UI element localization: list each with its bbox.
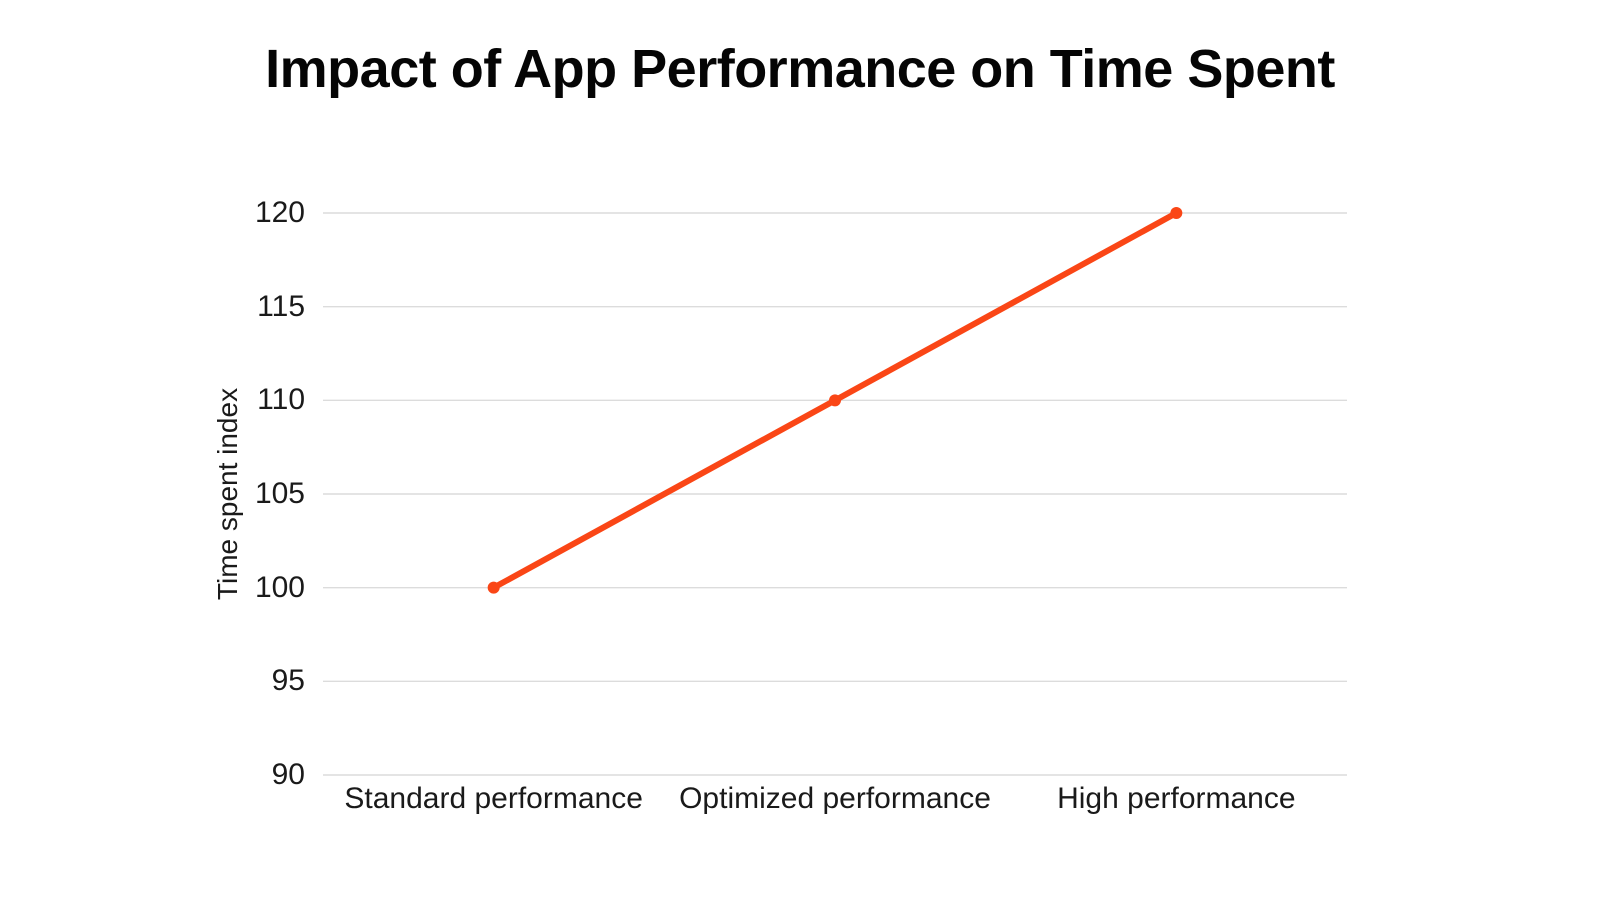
y-tick-label: 110 bbox=[257, 383, 305, 417]
x-category-label: Standard performance bbox=[344, 782, 643, 815]
data-point-marker bbox=[1170, 207, 1183, 219]
y-tick-label: 90 bbox=[271, 758, 305, 791]
data-point-marker bbox=[829, 394, 841, 407]
y-tick-label: 105 bbox=[254, 477, 305, 510]
x-category-label: High performance bbox=[1057, 782, 1296, 815]
x-category-label: Optimized performance bbox=[679, 782, 991, 815]
y-tick-label: 115 bbox=[257, 289, 305, 323]
data-point-marker bbox=[487, 581, 500, 594]
y-tick-label: 95 bbox=[271, 664, 305, 698]
y-tick-label: 120 bbox=[254, 196, 305, 229]
chart-title: Impact of App Performance on Time Spent bbox=[265, 39, 1335, 99]
y-tick-label: 100 bbox=[254, 570, 305, 604]
